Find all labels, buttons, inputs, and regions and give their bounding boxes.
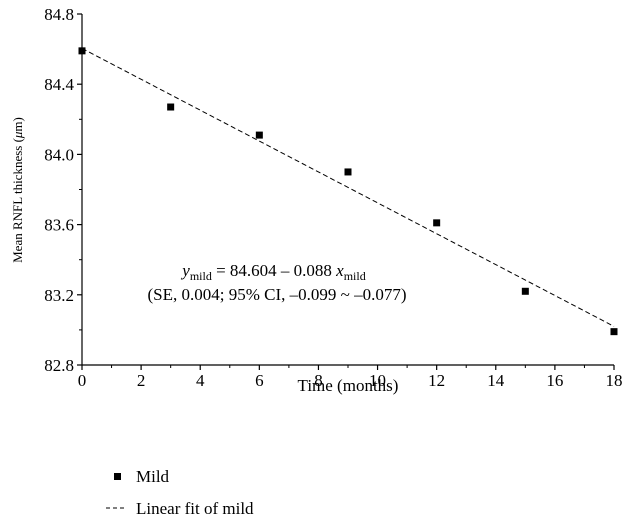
x-tick-label: 2 (137, 371, 146, 390)
x-tick-label: 0 (78, 371, 87, 390)
fit-layer (81, 47, 615, 327)
legend: Mild Linear fit of mild (106, 467, 254, 518)
data-point-mild (78, 47, 86, 55)
data-point-mild (344, 168, 352, 176)
data-point-mild (167, 103, 175, 111)
x-tick-label: 4 (196, 371, 205, 390)
y-axis-title-main: Mean RNFL thickness ( (10, 138, 25, 263)
x-axis-title: Time (months) (298, 376, 399, 395)
eq-y: y (180, 261, 190, 280)
data-point-mild (433, 219, 441, 227)
y-tick-label: 82.8 (44, 356, 74, 375)
x-tick-label: 6 (255, 371, 264, 390)
eq-x-sub: mild (344, 269, 366, 283)
x-ticks: 0 2 4 6 8 10 12 14 16 18 (78, 365, 623, 390)
x-tick-label: 16 (546, 371, 563, 390)
eq-middle: = 84.604 – 0.088 (212, 261, 336, 280)
fit-ci-text: (SE, 0.004; 95% CI, –0.099 ~ –0.077) (148, 285, 407, 304)
eq-x: x (335, 261, 344, 280)
y-ticks: 82.8 83.2 83.6 84.0 84.4 84.8 (44, 5, 82, 375)
eq-y-sub: mild (190, 269, 212, 283)
y-axis-title: Mean RNFL thickness (μm) (10, 117, 25, 263)
data-point-mild (255, 131, 263, 139)
y-tick-label: 83.2 (44, 286, 74, 305)
x-tick-label: 14 (487, 371, 505, 390)
data-point-mild (610, 328, 618, 336)
legend-marker-mild (114, 473, 121, 480)
fit-equation: ymild = 84.604 – 0.088 xmild (180, 261, 365, 283)
legend-label-fit: Linear fit of mild (136, 499, 254, 518)
x-tick-label: 18 (606, 371, 623, 390)
y-tick-label: 84.8 (44, 5, 74, 24)
data-point-mild (521, 287, 529, 295)
y-axis-title-tail: m) (10, 117, 25, 131)
x-tick-label: 10 (369, 371, 386, 390)
y-tick-label: 84.4 (44, 75, 74, 94)
x-tick-label: 8 (314, 371, 323, 390)
fit-line (81, 47, 615, 327)
points-layer (78, 47, 618, 336)
y-tick-label: 84.0 (44, 145, 74, 164)
legend-label-mild: Mild (136, 467, 170, 486)
y-axis-title-unit: μ (10, 131, 25, 139)
x-tick-label: 12 (428, 371, 445, 390)
y-tick-label: 83.6 (44, 216, 74, 235)
